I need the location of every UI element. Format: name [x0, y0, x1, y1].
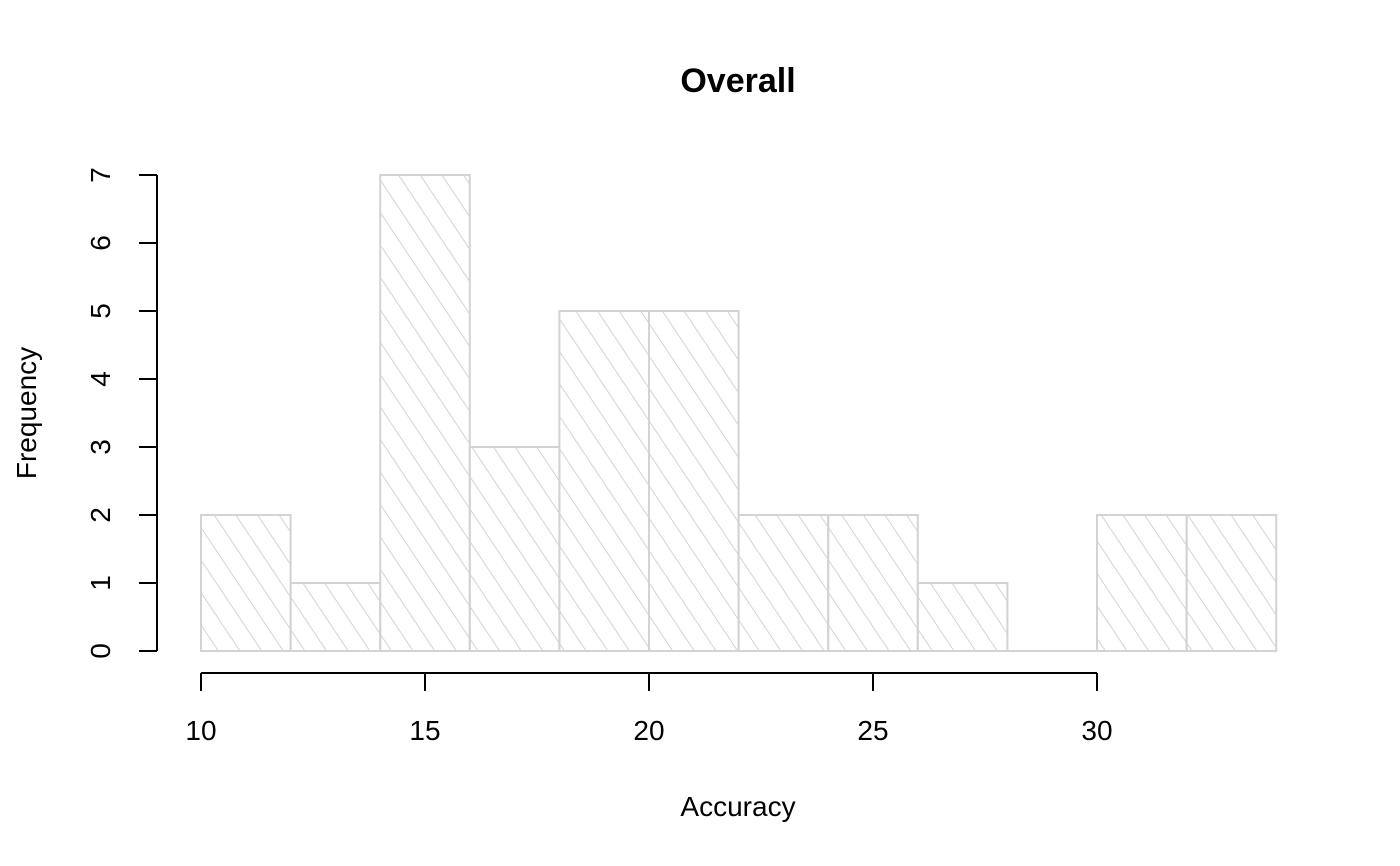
y-tick-label-0: 0: [85, 643, 116, 659]
y-tick-label-6: 6: [85, 235, 116, 251]
x-tick-label-2: 20: [633, 715, 664, 746]
x-axis: 10 15 20 25 30: [185, 672, 1113, 746]
y-tick-label-7: 7: [85, 167, 116, 183]
histogram-bars: [200, 174, 1278, 652]
y-tick-label-4: 4: [85, 371, 116, 387]
y-axis-label: Frequency: [11, 347, 42, 479]
x-tick-label-3: 25: [857, 715, 888, 746]
y-axis: 0 1 2 3 4 5 6 7: [85, 167, 158, 659]
y-tick-label-2: 2: [85, 507, 116, 523]
histogram-bar-1: [289, 582, 382, 652]
histogram-bar-0: [200, 514, 292, 652]
x-tick-label-0: 10: [185, 715, 216, 746]
chart-title: Overall: [680, 62, 795, 100]
histogram-bar-7: [827, 514, 919, 652]
x-tick-label-4: 30: [1081, 715, 1112, 746]
histogram-bar-4: [558, 310, 651, 652]
y-tick-label-3: 3: [85, 439, 116, 455]
y-tick-label-1: 1: [85, 575, 116, 591]
histogram-bar-8: [916, 582, 1009, 652]
histogram-bar-2: [379, 174, 471, 652]
histogram-bar-11: [1185, 514, 1278, 652]
histogram-bar-6: [737, 514, 830, 652]
x-axis-label: Accuracy: [680, 791, 795, 822]
histogram-bar-10: [1096, 514, 1188, 652]
y-tick-label-5: 5: [85, 303, 116, 319]
histogram-bar-3: [468, 446, 561, 652]
x-tick-label-1: 15: [409, 715, 440, 746]
histogram-bar-5: [648, 310, 740, 652]
